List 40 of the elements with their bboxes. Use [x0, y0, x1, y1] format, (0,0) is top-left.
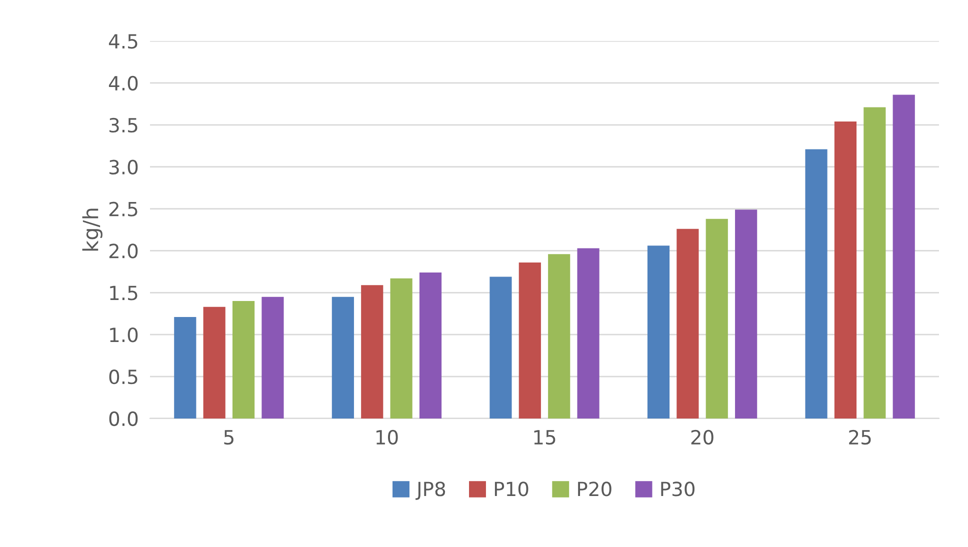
legend-label: P30: [661, 482, 694, 496]
x-tick-label: 10: [376, 430, 398, 445]
bar: [232, 301, 255, 418]
y-tick-label: 3.5: [109, 118, 138, 133]
bar: [262, 296, 284, 418]
bar: [834, 122, 857, 418]
x-tick-label: 20: [691, 430, 714, 445]
bar: [361, 285, 384, 418]
bar: [577, 248, 600, 418]
bar: [805, 149, 828, 418]
y-tick-label: 0.0: [109, 411, 138, 426]
bar: [203, 306, 226, 418]
y-tick-label: 3.0: [109, 160, 138, 174]
bar: [390, 278, 412, 418]
bar: [419, 272, 442, 418]
bar: [676, 228, 699, 418]
y-tick-label: 1.5: [110, 286, 138, 300]
legend-label: P20: [578, 482, 612, 496]
bar: [864, 107, 886, 418]
x-tick-label: 25: [849, 430, 871, 445]
bar: [647, 246, 670, 418]
legend-label: P10: [494, 482, 528, 496]
y-axis-title: kg/h: [82, 208, 102, 251]
y-tick-label: 2.5: [109, 202, 138, 216]
y-tick-label: 4.0: [108, 76, 138, 91]
y-tick-label: 0.5: [109, 369, 138, 384]
bar: [892, 94, 915, 418]
y-tick-label: 1.0: [110, 328, 138, 342]
legend-label: JP8: [416, 482, 446, 500]
bar: [735, 210, 758, 418]
x-tick-label: 15: [534, 430, 556, 445]
bar: [706, 218, 728, 418]
bar: [518, 262, 541, 418]
bar: [490, 276, 512, 418]
y-tick-label: 2.0: [109, 244, 138, 258]
bar: [174, 316, 196, 418]
bar: [332, 296, 354, 418]
bar: [548, 254, 570, 418]
x-tick-label: 5: [224, 430, 234, 445]
y-tick-label: 4.5: [108, 34, 138, 49]
